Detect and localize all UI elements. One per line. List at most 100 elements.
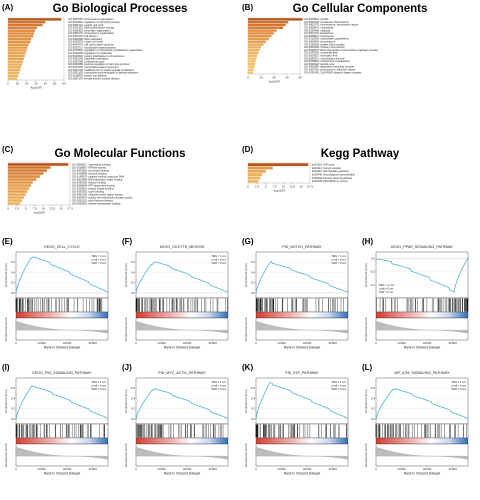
- category-label: GO:0016925: protein sumoylation: [68, 73, 107, 77]
- bar: [8, 37, 32, 41]
- category-label: GO:0061630: ubiquitin protein ligase act…: [72, 192, 123, 196]
- rank-heatmap: [135, 437, 229, 445]
- rank-heatmap: [15, 437, 109, 445]
- bar: [8, 46, 28, 49]
- x-tick-label: 30: [34, 82, 38, 86]
- bar-panel-a: (A) Go Biological Processes GO:0007059: ch…: [2, 3, 187, 90]
- metric-area: [15, 320, 109, 334]
- y-axis-label: Enrichment Score: [244, 389, 248, 413]
- category-label: GO:0030332: cyclin binding: [72, 189, 104, 193]
- category-label: GO:0015630: microtubule cytoskeleton: [304, 37, 349, 41]
- metric-area: [255, 320, 349, 334]
- x-axis-label: Rank in Ordered Dataset: [164, 472, 201, 476]
- bar: [248, 51, 259, 55]
- category-label: GO:0032465: regulation of cytokinesis: [68, 51, 113, 55]
- x-tick-label: 17.5: [307, 185, 313, 189]
- gsea-stat: p.adj = 0.xxx: [91, 258, 106, 262]
- metric-area: [255, 446, 349, 460]
- category-label: GO:0019899: enzyme binding: [72, 171, 107, 175]
- gsea-stat: FDR = 0.xxx: [212, 387, 227, 391]
- bar: [8, 60, 23, 63]
- category-label: GO:0000776: kinetochore: [304, 31, 334, 35]
- category-label: GO:0043292: contractile fiber: [304, 51, 338, 55]
- x-tick-label: 30000: [88, 341, 97, 345]
- x-tick-label: 0: [15, 467, 17, 471]
- category-label: ko04115: p53 signaling pathway: [312, 169, 350, 173]
- category-label: ko03440: Homologous recombination: [312, 173, 356, 177]
- category-label: GO:0000793: condensed chromosome: [304, 20, 349, 24]
- metric-area: [375, 446, 469, 460]
- category-label: GO:0044770: cell cycle phase transition: [68, 42, 114, 46]
- category-label: GO:0042826: histone deacetylase binding: [72, 201, 121, 205]
- es-curve: [255, 382, 349, 420]
- category-label: ko04114: Oocyte meiosis: [312, 166, 342, 170]
- gsea-stat: FDR = 0.xxx: [332, 261, 347, 265]
- bar: [248, 65, 255, 69]
- y-tick-label: 0.0: [251, 417, 256, 421]
- gsea-panel-j: (J) PID_MYC_ACTIV_PATHWAY Enrichment Score…: [122, 363, 229, 476]
- x-tick-label: 10000: [277, 341, 286, 345]
- x-axis-label: -log10(P): [33, 211, 45, 215]
- y-axis-label: Enrichment Score: [244, 263, 248, 287]
- es-curve: [15, 256, 109, 294]
- y-tick-label: 0.0: [131, 417, 136, 421]
- bar-panel-c: (C) Go Molecular Functions GO:0008017: mic…: [2, 145, 185, 215]
- y-axis-label: Ranked list metric: [364, 443, 368, 467]
- bar: [8, 196, 24, 199]
- y-tick-label: 0.0: [131, 291, 136, 295]
- panel-letter: (C): [2, 145, 13, 154]
- x-tick-label: 20000: [63, 467, 72, 471]
- y-tick-label: 0.4: [251, 396, 256, 400]
- bar: [8, 57, 24, 61]
- category-label: GO:0005813: centrosome: [304, 34, 334, 38]
- x-axis-label: Rank in Ordered Dataset: [404, 346, 441, 350]
- bar: [248, 26, 284, 29]
- category-label: GO:0030864: cortical actin cytoskeleton: [304, 59, 350, 63]
- bar: [8, 166, 51, 169]
- category-label: GO:0071103: DNA conformation change: [68, 26, 115, 30]
- y-tick-label: 0.6: [11, 260, 16, 264]
- panel-letter: (H): [362, 237, 373, 246]
- y-axis-label: Enrichment Score: [124, 389, 128, 413]
- y-axis-label: Enrichment Score: [4, 389, 8, 413]
- bar: [248, 46, 261, 49]
- x-tick-label: 30: [285, 76, 289, 80]
- gsea-stat: NES = 1.xxx: [332, 254, 347, 258]
- x-tick-label: 0: [135, 467, 137, 471]
- x-tick-label: 10000: [157, 467, 166, 471]
- bar: [8, 43, 29, 46]
- bar-panel-b: (B) Go Cellular Components GO:0005819: spi…: [242, 3, 427, 84]
- bar: [8, 66, 22, 69]
- y-axis-label: Ranked list metric: [364, 317, 368, 341]
- category-label: GO:0051301: cell division: [68, 34, 98, 38]
- gsea-stat: FDR = 0.xxx: [379, 290, 394, 294]
- bar: [8, 184, 32, 187]
- es-frame: [15, 251, 109, 299]
- bar: [8, 63, 22, 66]
- category-label: GO:0030496: midbody: [304, 28, 331, 32]
- bar: [8, 172, 44, 175]
- x-tick-label: 10: [282, 185, 286, 189]
- x-tick-label: 7.5: [272, 185, 277, 189]
- es-curve: [15, 384, 109, 420]
- y-tick-label: 0.4: [251, 270, 256, 274]
- y-tick-label: 0.0: [11, 417, 16, 421]
- bar: [248, 35, 272, 38]
- category-label: GO:0008017: microtubule binding: [72, 162, 111, 166]
- es-curve: [376, 257, 469, 293]
- y-axis-label: Ranked list metric: [124, 317, 128, 341]
- bar: [248, 63, 256, 66]
- y-axis-label: Ranked list metric: [244, 317, 248, 341]
- category-label: GO:0140097: catalytic activity, acting o…: [72, 174, 125, 178]
- category-label: GO:0051015: actin filament binding: [72, 198, 113, 202]
- x-tick-label: 12.5: [289, 185, 295, 189]
- x-tick-label: 17.5: [67, 207, 73, 211]
- es-frame: [15, 377, 109, 425]
- bar: [248, 68, 254, 71]
- category-label: GO:0035371: microtubule plus-end: [304, 56, 345, 60]
- x-axis-label: Rank in Ordered Dataset: [164, 346, 201, 350]
- y-tick-label: 0.6: [131, 260, 136, 264]
- plot-frame: [247, 162, 311, 184]
- x-tick-label: 2.5: [15, 207, 20, 211]
